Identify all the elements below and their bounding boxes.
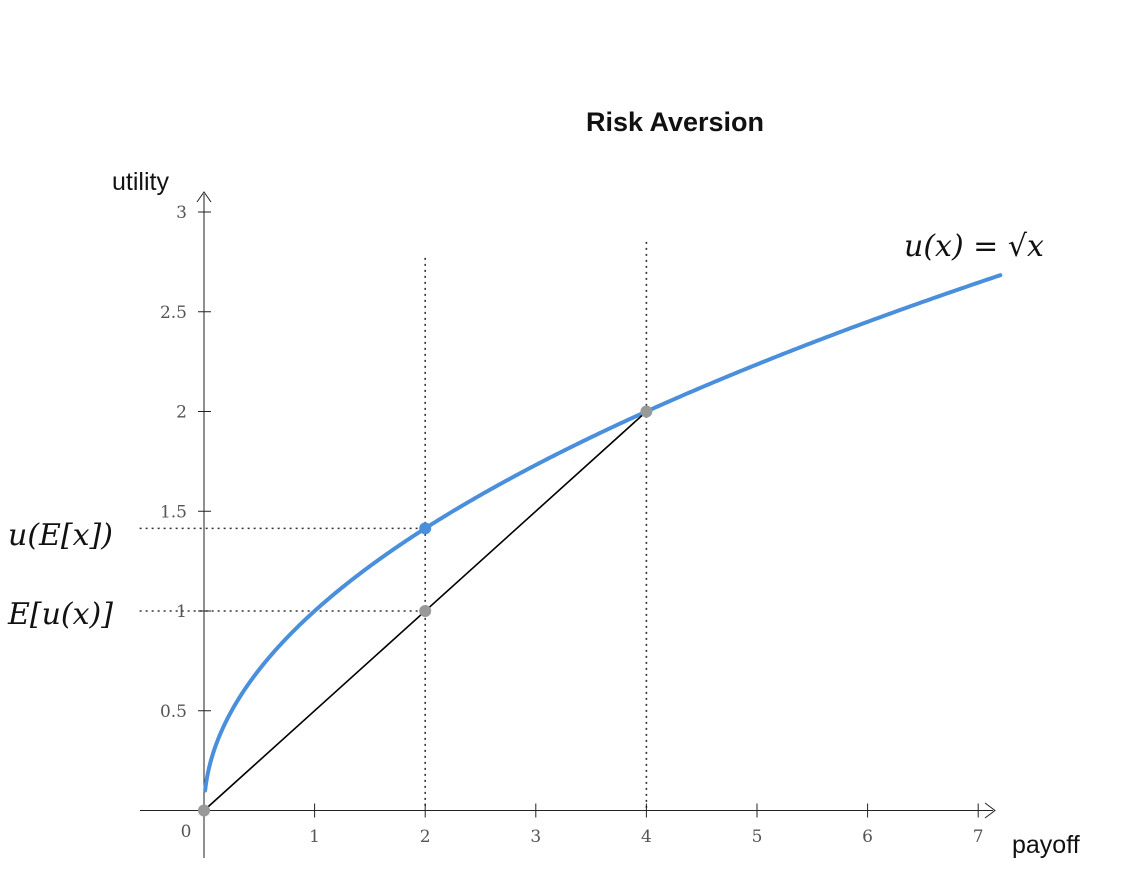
y-tick-label: 0.5 <box>160 702 187 722</box>
ueu-label: u(E[x]) <box>8 518 113 553</box>
data-point <box>419 522 432 535</box>
y-tick-label: 1 <box>176 602 187 622</box>
y-axis-arrow-icon <box>196 191 212 203</box>
curve-label: u(x) = √x <box>904 229 1044 264</box>
x-tick-label: 1 <box>309 827 320 847</box>
y-tick-label: 2 <box>176 403 187 423</box>
x-tick-label: 3 <box>530 827 541 847</box>
x-ticks: 0 1 2 3 4 5 6 7 <box>181 803 984 847</box>
data-point <box>640 405 653 418</box>
guide-lines <box>139 241 648 811</box>
x-tick-label: 7 <box>973 827 984 847</box>
x-tick-label: 2 <box>420 827 431 847</box>
y-ticks: 0.5 1 1.5 2 2.5 3 <box>160 203 211 722</box>
series-layer <box>203 273 1003 812</box>
y-axis-label: utility <box>112 168 169 196</box>
y-tick-label: 3 <box>176 203 187 223</box>
x-tick-label: 4 <box>641 827 652 847</box>
x-tick-label: 0 <box>181 822 192 842</box>
chart-title: Risk Aversion <box>586 107 764 137</box>
x-axis-label: payoff <box>1012 831 1080 859</box>
x-axis-arrow-icon <box>984 802 996 819</box>
eux-label: E[u(x)] <box>7 597 113 632</box>
points-layer <box>198 405 653 817</box>
data-point <box>198 804 210 817</box>
y-tick-label: 1.5 <box>160 502 187 522</box>
x-tick-label: 5 <box>752 827 763 847</box>
data-point <box>419 605 432 617</box>
utility-curve <box>203 273 1003 793</box>
x-tick-label: 6 <box>862 827 873 847</box>
axes <box>140 191 996 858</box>
y-tick-label: 2.5 <box>160 303 187 323</box>
